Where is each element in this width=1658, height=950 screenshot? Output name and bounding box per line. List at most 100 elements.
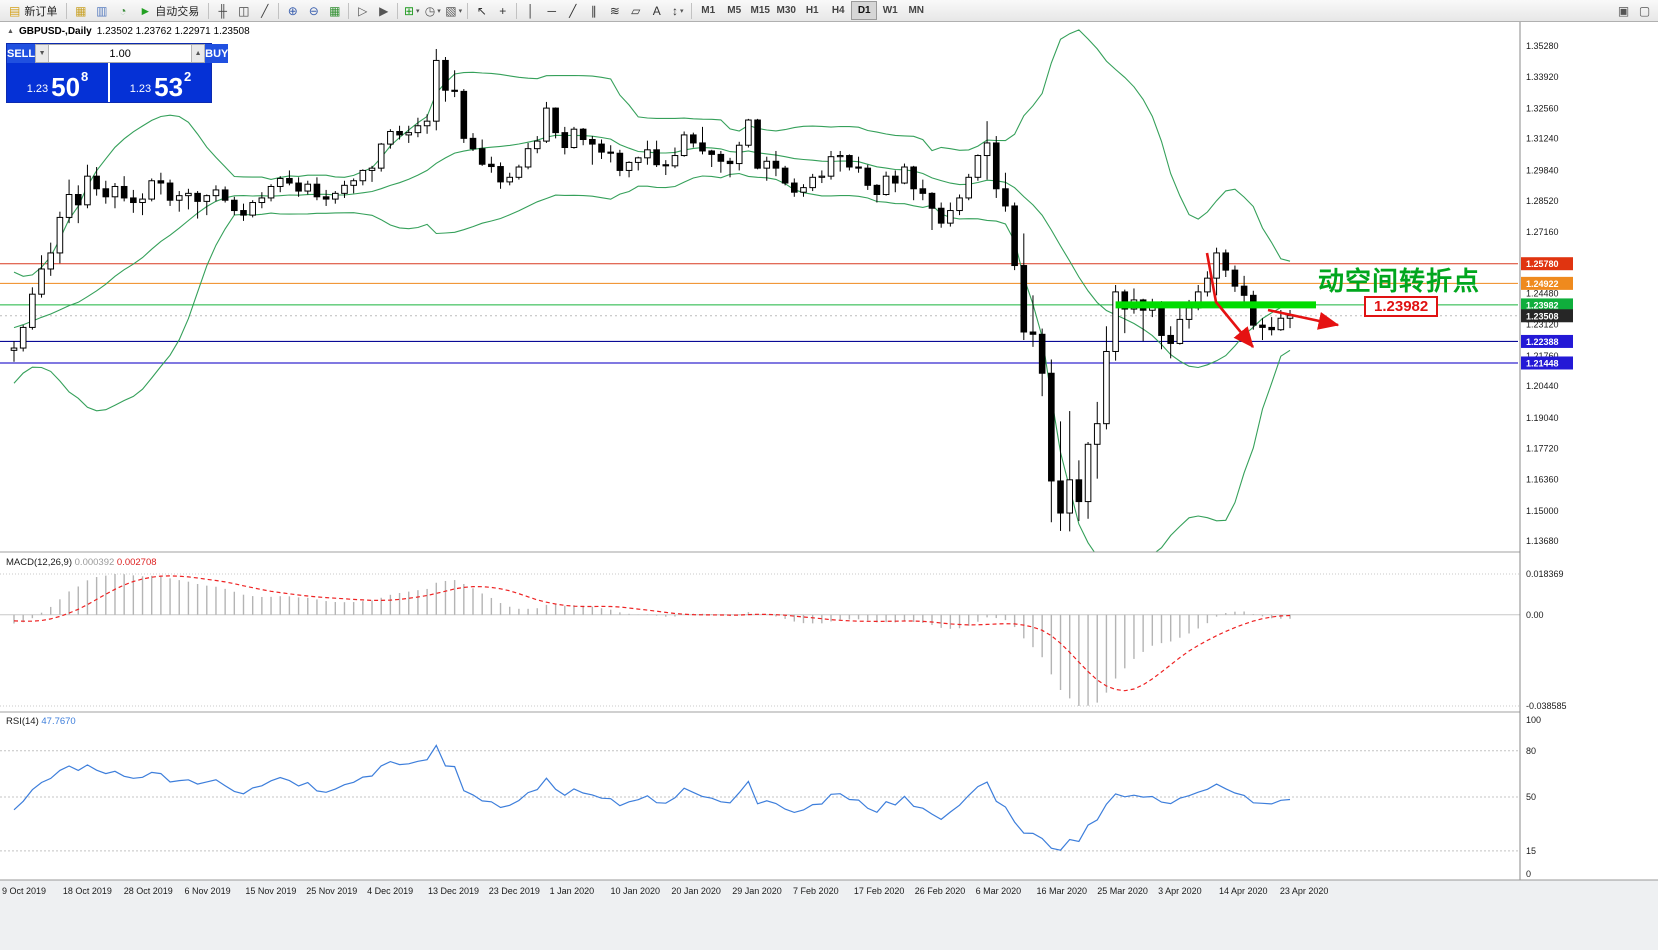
- period-icon: ◷: [424, 3, 436, 18]
- vertical-line-icon[interactable]: │: [520, 1, 541, 20]
- horizontal-line-icon: ─: [547, 3, 556, 18]
- autoscroll-icon[interactable]: ▶: [373, 1, 394, 20]
- buy-price-pip: 2: [184, 69, 192, 84]
- arrows-icon[interactable]: ↕ ▾: [667, 1, 688, 20]
- date-label: 17 Feb 2020: [854, 886, 905, 896]
- timeframe-m1[interactable]: M1: [701, 5, 716, 16]
- price-tag-label: 1.23982: [1526, 300, 1559, 310]
- tick-chart-icon[interactable]: ▦: [70, 1, 91, 20]
- main-price-panel: [0, 29, 1518, 552]
- date-label: 6 Nov 2019: [185, 886, 231, 896]
- print-icon[interactable]: ▥: [91, 1, 112, 20]
- turning-point-annotation[interactable]: 动空间转折点: [1318, 267, 1481, 296]
- date-label: 29 Jan 2020: [732, 886, 782, 896]
- volume-input[interactable]: [49, 45, 192, 62]
- text-icon[interactable]: A: [646, 1, 667, 20]
- channel-icon[interactable]: ∥: [583, 1, 604, 20]
- template-button[interactable]: ▧ ▾: [443, 1, 464, 20]
- date-label: 15 Nov 2019: [245, 886, 296, 896]
- sell-header-button[interactable]: SELL: [7, 44, 36, 63]
- toolbar-separator: [278, 2, 280, 19]
- axis-label: 1.23120: [1526, 320, 1559, 330]
- sell-price-button[interactable]: 1.23 50 8: [7, 63, 108, 102]
- price-tag-label: 1.23508: [1526, 311, 1559, 321]
- tick-chart-icon: ▦: [75, 3, 87, 18]
- channel-icon: ∥: [590, 3, 597, 18]
- date-label: 1 Jan 2020: [550, 886, 595, 896]
- price-tag: [1521, 276, 1573, 290]
- vertical-line-icon: │: [526, 3, 535, 18]
- template-icon: ▧: [445, 3, 457, 18]
- period-button[interactable]: ◷ ▾: [422, 1, 443, 20]
- toolbar-separator: [397, 2, 399, 19]
- cursor-icon[interactable]: ↖: [471, 1, 492, 20]
- trend-arrow[interactable]: [1205, 252, 1255, 349]
- price-tag-label: 1.21448: [1526, 358, 1559, 368]
- timeframe-w1[interactable]: W1: [882, 5, 898, 16]
- ohlc-bars-icon: ╫: [218, 3, 227, 18]
- refresh-icon: ◔: [119, 3, 127, 18]
- price-tag-label: 1.25780: [1526, 259, 1559, 269]
- dropdown-arrow-icon: ▾: [679, 7, 684, 15]
- macd-label: MACD(12,26,9) 0.000392 0.002708: [6, 557, 157, 568]
- price-tag: [1521, 356, 1573, 370]
- new-window-icon[interactable]: ▢: [1634, 1, 1655, 20]
- horizontal-line-icon[interactable]: ─: [541, 1, 562, 20]
- trendline-icon[interactable]: ╱: [562, 1, 583, 20]
- direction-arrow[interactable]: [1267, 308, 1340, 330]
- volume-stepper: ▼ ▲: [35, 44, 206, 63]
- chart-canvas[interactable]: MACD(12,26,9) 0.000392 0.002708 RSI(14) 4…: [0, 22, 1658, 950]
- refresh-icon[interactable]: ◔: [112, 1, 133, 20]
- toolbar-separator: [208, 2, 210, 19]
- volume-increase-icon[interactable]: ▲: [191, 45, 206, 62]
- tile-windows-icon[interactable]: ▦: [324, 1, 345, 20]
- level-price-label[interactable]: 1.23982: [1364, 296, 1439, 317]
- candlestick-chart-icon[interactable]: ◫: [233, 1, 254, 20]
- buy-header-button[interactable]: BUY: [205, 44, 229, 63]
- toolbar-separator: [66, 2, 68, 19]
- new-order-button[interactable]: ▤ 新订单: [3, 1, 63, 20]
- new-order-icon: ▤: [9, 3, 21, 18]
- price-tag: [1521, 309, 1573, 323]
- chart-shift-icon[interactable]: ▷: [352, 1, 373, 20]
- volume-decrease-icon[interactable]: ▼: [35, 45, 50, 62]
- shapes-icon[interactable]: ▱: [625, 1, 646, 20]
- tile-windows-icon: ▦: [329, 3, 341, 18]
- zoom-in-icon[interactable]: ⊕: [282, 1, 303, 20]
- price-axis[interactable]: 1.35280 1.33920 1.32560 1.31240 1.29840 1.285…: [1519, 22, 1658, 880]
- add-indicator-button[interactable]: ⊞ ▾: [401, 1, 422, 20]
- dock-window-icon[interactable]: ▣: [1613, 1, 1634, 20]
- timeframe-m5[interactable]: M5: [727, 5, 742, 16]
- line-chart-icon[interactable]: ╱: [254, 1, 275, 20]
- timeframe-m15[interactable]: M15: [750, 5, 770, 16]
- zoom-out-icon[interactable]: ⊖: [303, 1, 324, 20]
- rsi-label: RSI(14) 47.7670: [6, 716, 76, 727]
- shapes-icon: ▱: [631, 3, 641, 18]
- axis-label: 1.24480: [1526, 289, 1559, 299]
- autotrading-icon: ►: [139, 3, 152, 18]
- collapse-chart-icon[interactable]: ▲: [7, 28, 14, 35]
- axis-label: 1.27160: [1526, 227, 1559, 237]
- ohlc-values: 1.23502 1.23762 1.22971 1.23508: [96, 26, 250, 37]
- ohlc-bars-icon[interactable]: ╫: [212, 1, 233, 20]
- timeframe-h4[interactable]: H4: [831, 5, 845, 16]
- trendline-icon: ╱: [569, 3, 577, 18]
- buy-price-button[interactable]: 1.23 53 2: [110, 63, 211, 102]
- timeframe-d1[interactable]: D1: [851, 1, 878, 20]
- timeframe-h1[interactable]: H1: [805, 5, 819, 16]
- timeframe-m30[interactable]: M30: [776, 5, 796, 16]
- crosshair-icon[interactable]: +: [492, 1, 513, 20]
- arrows-icon: ↕: [671, 3, 678, 18]
- autotrading-button[interactable]: ► 自动交易: [133, 1, 205, 20]
- fibonacci-icon[interactable]: ≋: [604, 1, 625, 20]
- axis-label: 50: [1526, 792, 1536, 802]
- axis-label: 1.19040: [1526, 413, 1559, 423]
- zoom-out-icon: ⊖: [308, 3, 319, 18]
- new-order-button-label: 新订单: [24, 5, 58, 18]
- add-indicator-icon: ⊞: [403, 3, 414, 18]
- timeframe-mn[interactable]: MN: [908, 5, 925, 16]
- zoom-in-icon: ⊕: [287, 3, 298, 18]
- axis-label: 1.17720: [1526, 443, 1559, 453]
- toolbar-right-group: ▣ ▢: [1613, 1, 1655, 20]
- chart-shift-icon: ▷: [358, 3, 368, 18]
